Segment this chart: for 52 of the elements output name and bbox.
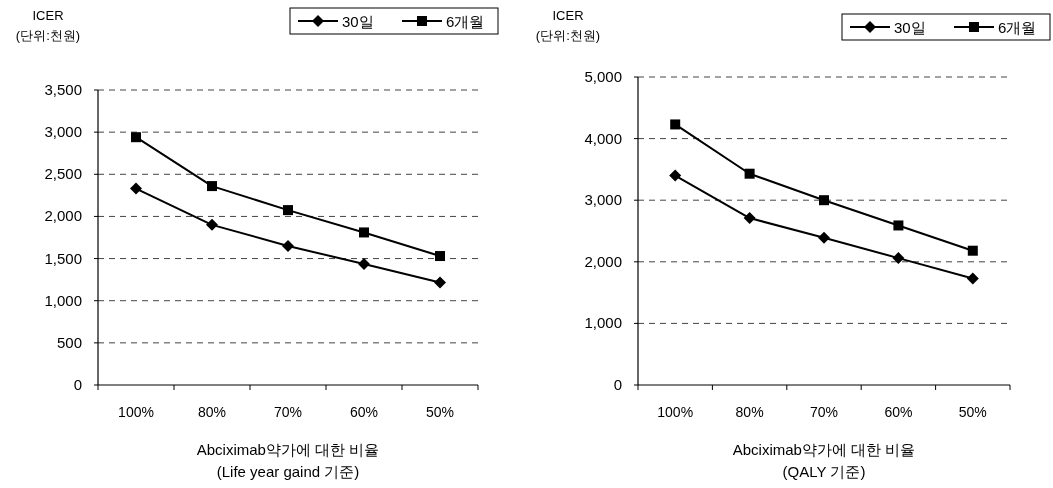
point (819, 195, 829, 206)
y-tick-label: 1,500 (44, 249, 82, 267)
point (206, 218, 218, 231)
point (893, 220, 904, 231)
point (669, 169, 682, 182)
y-tick-label: 3,000 (584, 191, 622, 209)
x-tick-label: 80% (735, 404, 764, 420)
point (966, 272, 979, 285)
y-tick-label: 3,500 (44, 81, 82, 98)
y-tick-label: 4,000 (584, 129, 622, 147)
y-tick-label: 500 (56, 333, 82, 351)
point (670, 119, 681, 130)
y-tick-label: 2,000 (44, 207, 82, 225)
point (434, 276, 446, 289)
point (283, 205, 293, 216)
x-tick-label: 100% (118, 404, 154, 420)
x-axis-title: Abciximab약가에 대한 비율 (QALY 기준) (732, 441, 916, 480)
y-tick-label: 0 (73, 376, 82, 393)
y-axis-title: ICER (단위:천원) (535, 8, 601, 43)
y-tick-label: 3,000 (44, 123, 82, 141)
point (207, 181, 217, 192)
x-tick-label: 70% (809, 404, 839, 420)
legend-label: 30일 (894, 19, 926, 36)
point (743, 212, 756, 225)
x-tick-label: 60% (349, 404, 379, 420)
y-tick-label: 2,000 (584, 252, 622, 270)
y-tick-label: 1,000 (584, 314, 622, 332)
point (967, 245, 978, 256)
legend-label: 30일 (342, 13, 374, 30)
point (358, 258, 370, 271)
legend-label: 6개월 (446, 13, 485, 30)
y-tick-label: 0 (613, 376, 622, 393)
point (744, 168, 755, 179)
point (130, 182, 142, 195)
point (818, 231, 830, 244)
y-tick-label: 1,000 (44, 291, 82, 309)
x-tick-label: 70% (273, 404, 303, 420)
x-axis-title: Abciximab약가에 대한 비율 (Life year gaind 기준) (196, 441, 380, 480)
point (359, 227, 369, 238)
x-tick-label: 60% (884, 404, 913, 420)
x-tick-label: 100% (657, 404, 694, 420)
y-axis-title: ICER (단위:천원) (15, 8, 81, 43)
x-tick-label: 50% (425, 404, 455, 420)
y-tick-label: 2,500 (44, 165, 82, 183)
point (282, 239, 294, 252)
point (892, 252, 905, 265)
x-tick-label: 80% (197, 404, 227, 420)
x-tick-label: 50% (958, 404, 987, 420)
point (131, 132, 141, 143)
point (435, 251, 445, 262)
legend-label: 6개월 (998, 19, 1037, 36)
y-tick-label: 5,000 (584, 68, 622, 85)
